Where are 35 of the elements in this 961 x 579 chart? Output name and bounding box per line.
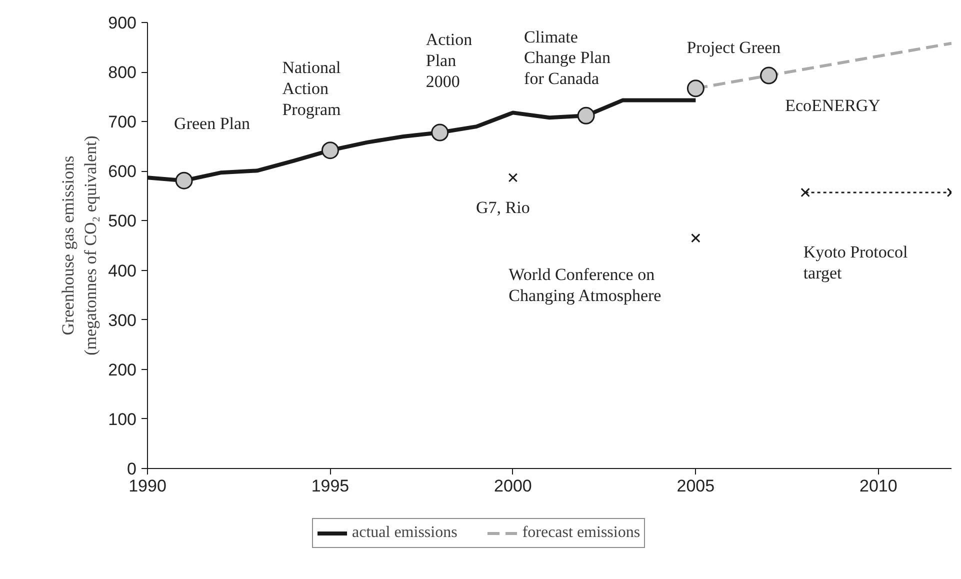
annotation: EcoENERGY [785,96,880,116]
legend-label: forecast emissions [522,524,640,542]
legend-label: actual emissions [352,524,458,542]
y-tick-label: 300 [108,310,137,330]
point [321,142,339,160]
point [577,106,595,124]
y-tick-label: 900 [108,14,137,32]
annotation: Project Green [686,38,782,57]
x-tick-label: 2005 [676,476,715,496]
y-tick-label: 600 [108,162,137,182]
x-tick-label: 2010 [860,476,898,496]
point [691,233,700,243]
y-tick-label: 700 [108,112,137,132]
annotation: Action Plan 2000 [426,30,473,91]
point [431,124,449,142]
y-tick-label: 400 [108,261,137,280]
annotation: World Conference on Changing Atmosphere [508,265,662,306]
y-tick-label: 200 [108,360,137,380]
point [508,172,518,182]
point [760,66,778,84]
y-tick-label: 800 [108,63,137,82]
y-axis-title: Greenhouse gas emissions (megatonnes of CO₂ equivalent) [58,136,100,356]
annotation: Kyoto Protocol target [803,242,908,282]
y-tick-label: 0 [127,460,137,478]
annotation: Climate Change Plan for Canada [524,27,611,88]
point [686,80,704,98]
x-tick-label: 1990 [128,476,166,496]
x-tick-label: 1995 [311,476,350,496]
annotation: National Action Program [282,58,342,119]
y-tick-label: 100 [108,410,137,429]
y-tick-label: 500 [108,212,137,231]
annotation: G7, Rio [476,198,530,218]
annotation: Green Plan [174,114,251,134]
point [175,172,193,190]
x-tick-label: 2000 [494,476,532,496]
